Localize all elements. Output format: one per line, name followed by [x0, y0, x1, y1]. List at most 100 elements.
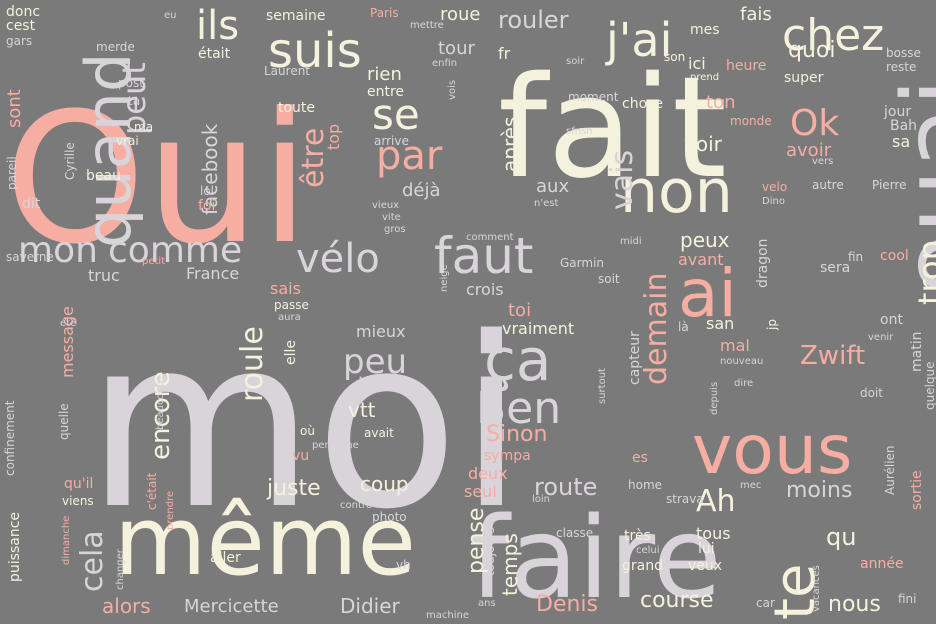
word-loin: loin	[532, 494, 551, 505]
word-toute: toute	[278, 100, 316, 117]
word-fais: fais	[740, 3, 772, 25]
word-aura: aura	[278, 312, 301, 323]
word-moi: moi	[86, 287, 524, 561]
word-tous: tous	[696, 523, 731, 543]
word-doit: doit	[860, 386, 883, 401]
word-dire: dire	[734, 378, 754, 389]
word-dit: dit	[22, 196, 41, 213]
word-mettre: mettre	[410, 20, 444, 31]
word-dino: Dino	[762, 196, 785, 207]
word-vu: vu	[292, 448, 310, 465]
word-cest: cest	[6, 18, 36, 35]
word-pareil: pareil	[5, 156, 19, 190]
word-seul: seul	[464, 481, 497, 501]
word-chose: chose	[622, 96, 664, 113]
word-bonne: bonne	[358, 373, 415, 395]
word-quelque: quelque	[923, 361, 936, 410]
word-crois: crois	[466, 279, 504, 299]
word-ou: où	[300, 424, 315, 439]
word-ca: ça	[484, 325, 552, 394]
word-comme: comme	[108, 229, 243, 271]
word-midi: midi	[620, 236, 642, 247]
word-celui: celui	[636, 545, 660, 556]
word-roue: roue	[440, 3, 481, 25]
word-cool: cool	[880, 248, 909, 265]
word-capteur: capteur	[627, 331, 643, 385]
word-peux: peux	[680, 228, 730, 252]
word-ans: ans	[478, 598, 496, 609]
word-ma: ma	[134, 120, 154, 135]
word-neige: neige	[439, 264, 450, 292]
word-message: message	[58, 306, 77, 378]
word-aurelien: Aurélien	[883, 445, 897, 495]
word-sont: sont	[4, 89, 25, 128]
word-avant: avant	[678, 249, 724, 269]
word-vers: vers	[812, 156, 834, 167]
word-beaucoup: beaucoup	[155, 380, 166, 430]
word-meme: même	[114, 486, 416, 597]
word-vite: vite	[382, 212, 401, 223]
word-sa: sa	[892, 131, 911, 151]
word-beau: beau	[86, 168, 121, 185]
word-dragon: dragon	[755, 238, 771, 288]
word-ton: ton	[706, 91, 736, 113]
word-se: se	[372, 90, 420, 140]
word-vais: vais	[605, 149, 640, 210]
word-sfnsn: sfnsn	[566, 126, 593, 137]
word-nouveau: nouveau	[720, 356, 764, 367]
word-reste: reste	[886, 60, 917, 75]
word-gars: gars	[6, 34, 33, 49]
word-etait: était	[198, 46, 231, 63]
word-par: par	[376, 133, 443, 179]
word-ben: Ben	[476, 383, 562, 435]
word-coup: coup	[360, 472, 409, 496]
word-moment: moment	[568, 90, 619, 105]
word-grand: grand	[622, 558, 663, 575]
word-dimanche: dimanche	[61, 515, 72, 565]
word-sais: sais	[270, 278, 301, 298]
word-entre: entre	[367, 84, 405, 101]
word-saverne: saverne	[6, 250, 54, 265]
word-vacances: vacances	[811, 565, 822, 612]
word-toujours: toujours	[483, 526, 497, 576]
word-matin: matin	[909, 331, 925, 372]
word-home: home	[628, 478, 663, 493]
word-qu: qu	[826, 523, 857, 552]
word-vraiment: vraiment	[502, 318, 575, 338]
word-surtout: surtout	[597, 368, 608, 404]
word-elle: elle	[283, 339, 299, 365]
word-laurent: Laurent	[264, 64, 311, 79]
word-mercicette: Mercicette	[184, 595, 279, 617]
word-cela: cela	[75, 530, 110, 592]
word-enfin: enfin	[432, 58, 458, 69]
word-veux: veux	[688, 558, 723, 575]
word-changer: changer	[115, 549, 126, 590]
word-moins: moins	[786, 478, 853, 504]
word-mon: mon	[18, 229, 98, 271]
word-prendre: prendre	[165, 490, 176, 530]
word-arrive: arrive	[374, 134, 409, 149]
word-soit: soit	[598, 272, 620, 287]
word-san: san	[706, 313, 735, 333]
word-fin: fin	[848, 250, 864, 265]
word-toi: toi	[508, 299, 532, 321]
word-top: top	[324, 123, 343, 150]
word-velo: vélo	[296, 236, 380, 282]
word-annee: année	[860, 556, 904, 573]
word-mal: mal	[720, 335, 750, 355]
word-strava: strava	[666, 492, 704, 507]
word-ai: ai	[678, 254, 737, 332]
word-car: car	[756, 596, 775, 611]
word-vh: vh	[396, 558, 411, 573]
word-vrai: vrai	[116, 134, 139, 149]
word-peu: peu	[343, 342, 408, 383]
word-tour: tour	[438, 37, 475, 59]
word-chez: chez	[782, 10, 885, 62]
word-roule: roule	[235, 326, 270, 402]
word-nest: n'est	[534, 198, 559, 209]
word-quelle: quelle	[57, 403, 71, 440]
word-lui: lui	[698, 541, 715, 558]
word-voir: voir	[684, 132, 722, 156]
word-mes: mes	[690, 22, 720, 39]
word-es: es	[632, 450, 648, 467]
